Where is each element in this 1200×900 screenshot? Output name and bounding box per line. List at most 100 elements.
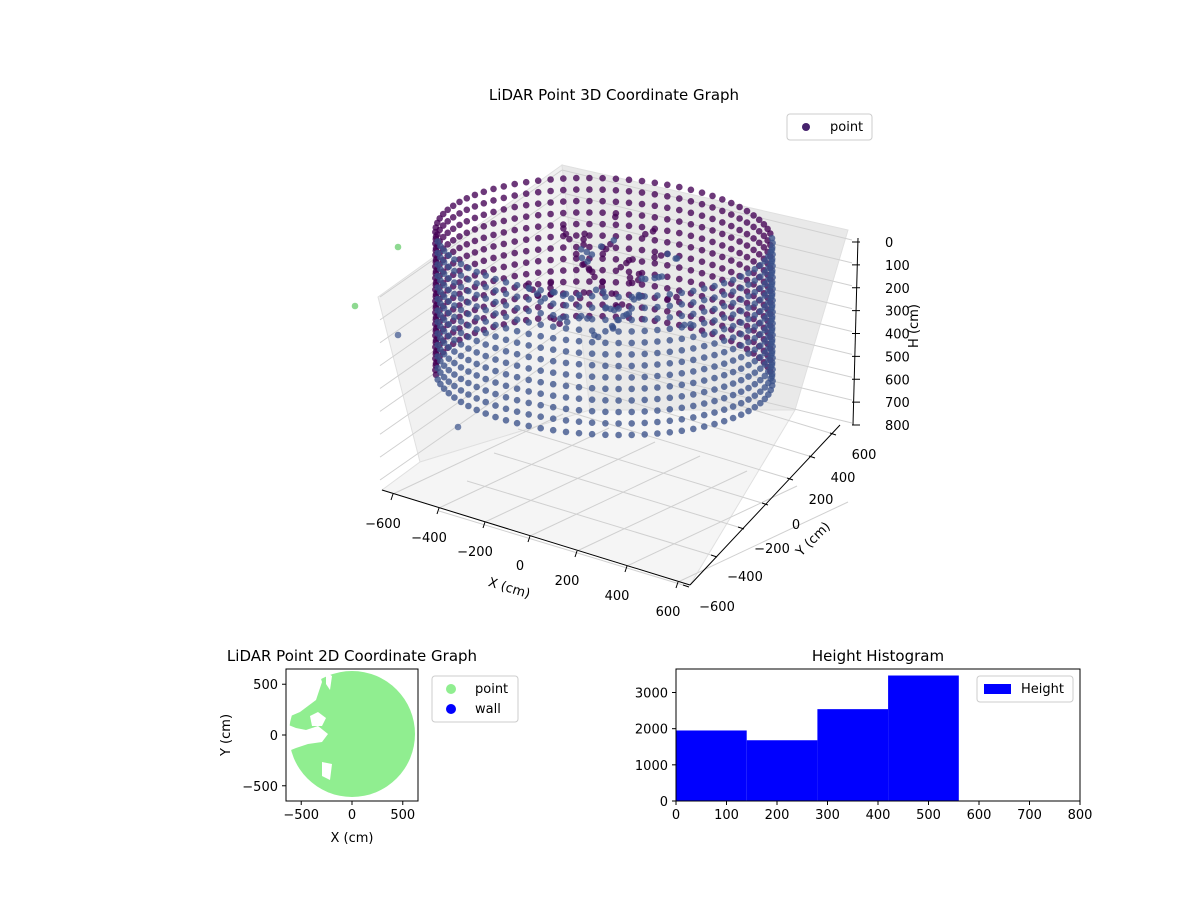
point-3d <box>602 374 609 381</box>
point-3d <box>437 369 444 376</box>
histogram-bar-2 <box>817 709 889 801</box>
z-tick-label-3: 300 <box>885 305 910 320</box>
point-3d <box>575 406 583 414</box>
point-3d <box>560 209 567 217</box>
point-3d <box>757 307 764 315</box>
point-3d <box>711 351 718 359</box>
point-3d <box>465 322 472 329</box>
point-3d <box>720 417 728 425</box>
point-3d <box>451 290 458 298</box>
point-3d <box>719 253 726 261</box>
point-3d <box>750 258 757 265</box>
point-3d <box>737 388 745 396</box>
point-3d <box>678 370 686 377</box>
point-3d <box>761 280 769 288</box>
point-3d <box>456 244 463 252</box>
histogram-ticks: 0 100 200 300 400 500 600 700 800 0 1000 2000 3000 <box>635 687 1093 823</box>
point-3d-outlier-0 <box>394 243 402 251</box>
histogram-bar-0 <box>676 730 747 801</box>
point-3d <box>654 349 661 357</box>
point-3d <box>736 215 743 222</box>
point-disc <box>289 671 415 797</box>
point-3d <box>575 291 583 299</box>
point-3d <box>737 399 745 407</box>
point-3d <box>511 261 518 268</box>
point-3d <box>676 229 683 237</box>
2d-x-tick-label-0: −500 <box>283 808 319 823</box>
histogram-bar-1 <box>746 740 818 801</box>
point-3d <box>690 356 697 364</box>
point-3d <box>513 350 521 358</box>
point-3d <box>698 223 706 231</box>
point-3d <box>745 407 752 415</box>
point-3d <box>690 299 697 306</box>
point-3d <box>537 424 544 432</box>
point-3d <box>492 275 499 283</box>
point-3d <box>599 232 606 239</box>
point-3d <box>577 246 585 253</box>
point-3d <box>537 355 544 363</box>
point-3d <box>638 177 646 185</box>
point-3d <box>720 360 728 368</box>
point-3d <box>549 426 557 434</box>
gap-small <box>310 712 326 726</box>
x-tick-0 <box>390 493 394 501</box>
point-3d <box>641 304 648 312</box>
point-3d <box>719 207 726 215</box>
point-3d <box>728 245 735 253</box>
chart-2d: LiDAR Point 2D Coordinate Graph −500 0 500… <box>219 647 519 846</box>
x-axis-label: X (cm) <box>486 575 532 602</box>
point-3d <box>625 245 633 253</box>
point-3d <box>471 203 479 210</box>
point-3d <box>728 222 735 230</box>
point-3d <box>612 267 620 275</box>
point-3d <box>560 186 567 194</box>
point-3d <box>664 227 671 235</box>
point-3d <box>687 209 695 217</box>
grid-3d-x-6 <box>677 501 849 583</box>
point-3d <box>547 268 554 275</box>
point-3d <box>625 268 633 276</box>
point-3d <box>525 296 532 303</box>
chart-2d-title: LiDAR Point 2D Coordinate Graph <box>227 647 477 665</box>
point-3d <box>445 274 453 282</box>
point-3d <box>729 288 737 295</box>
grid-3d-z-back-8 <box>561 352 853 424</box>
point-3d <box>711 363 718 370</box>
point-3d <box>473 314 481 322</box>
x-tick-1 <box>436 507 440 515</box>
point-3d <box>654 292 661 299</box>
point-3d <box>500 183 508 190</box>
z-tick-label-4: 400 <box>885 328 910 343</box>
point-3d <box>522 213 530 220</box>
point-3d <box>575 383 583 391</box>
point-3d <box>588 373 596 381</box>
point-3d <box>482 306 490 314</box>
point-3d <box>664 204 671 212</box>
point-3d <box>534 246 542 253</box>
point-3d <box>575 303 583 311</box>
grid-3d-z-left-1 <box>379 192 563 321</box>
point-3d <box>573 186 580 193</box>
point-3d <box>602 328 609 335</box>
point-3d <box>760 244 768 251</box>
point-3d <box>465 276 472 283</box>
point-3d <box>547 199 554 206</box>
point-3d <box>709 273 716 280</box>
point-3d <box>534 188 542 196</box>
point-3d <box>654 407 661 414</box>
point-3d <box>500 229 508 236</box>
point-3d <box>465 299 472 306</box>
point-3d <box>573 232 580 239</box>
point-3d <box>502 279 510 286</box>
point-3d <box>641 327 648 335</box>
point-3d <box>720 383 728 391</box>
point-3d <box>678 358 686 366</box>
point-3d <box>602 339 609 347</box>
point-3d <box>534 234 542 242</box>
point-3d <box>537 401 544 409</box>
point-3d <box>751 277 759 285</box>
chart-3d-title: LiDAR Point 3D Coordinate Graph <box>489 86 739 104</box>
point-3d <box>451 348 458 355</box>
